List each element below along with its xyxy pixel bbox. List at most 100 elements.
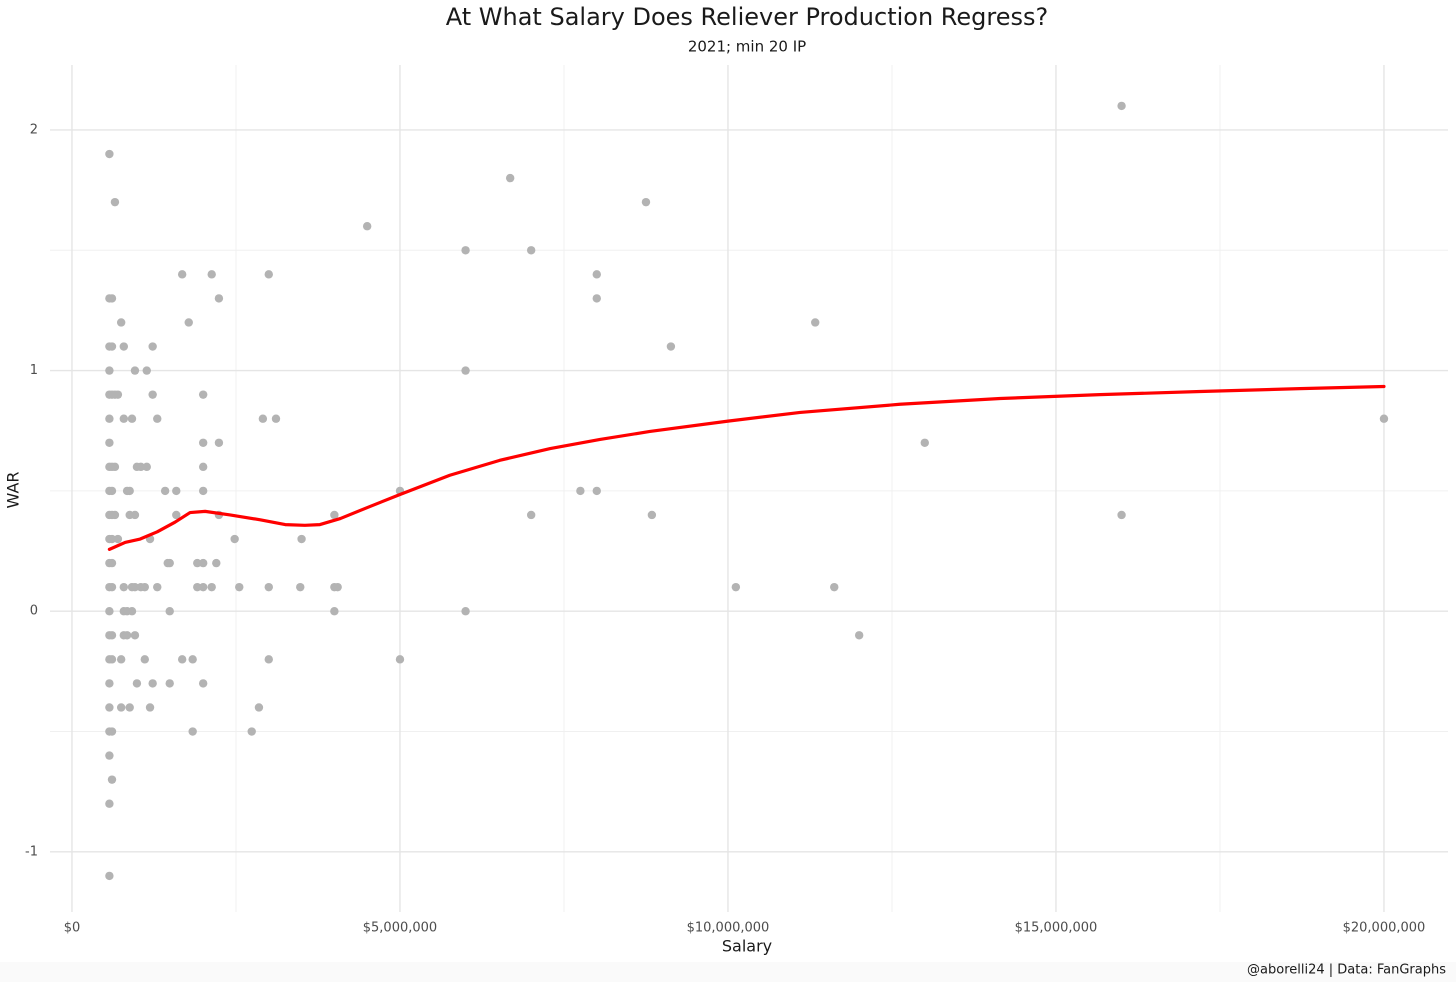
point bbox=[264, 270, 273, 279]
point bbox=[1117, 510, 1126, 520]
point bbox=[177, 655, 187, 664]
point bbox=[177, 270, 187, 279]
y-tick-label: -1 bbox=[25, 844, 38, 859]
point bbox=[592, 294, 601, 303]
point bbox=[461, 607, 470, 616]
point bbox=[107, 342, 117, 351]
point bbox=[193, 582, 202, 592]
point bbox=[198, 390, 208, 399]
point bbox=[136, 462, 146, 472]
footer-band bbox=[0, 962, 1456, 982]
point bbox=[110, 510, 120, 520]
y-tick-label: 0 bbox=[30, 604, 38, 619]
x-tick-label: $5,000,000 bbox=[363, 921, 437, 936]
point bbox=[264, 582, 273, 592]
point bbox=[198, 679, 208, 688]
point bbox=[198, 582, 208, 592]
x-axis-title: Salary bbox=[722, 937, 772, 956]
point bbox=[130, 631, 140, 640]
x-tick-label: $10,000,000 bbox=[687, 921, 770, 936]
point bbox=[107, 486, 117, 496]
point bbox=[105, 871, 114, 881]
point bbox=[172, 486, 181, 496]
point bbox=[271, 414, 281, 423]
point bbox=[214, 294, 224, 303]
point bbox=[107, 727, 117, 736]
point bbox=[107, 534, 117, 544]
point bbox=[576, 486, 585, 496]
point bbox=[254, 703, 264, 712]
point bbox=[193, 558, 202, 568]
point bbox=[264, 655, 273, 664]
point bbox=[105, 607, 114, 616]
caption: @aborelli24 | Data: FanGraphs bbox=[1247, 963, 1446, 978]
point bbox=[105, 679, 114, 688]
point bbox=[107, 558, 117, 568]
point bbox=[198, 438, 208, 447]
point bbox=[105, 703, 114, 712]
point bbox=[127, 607, 137, 616]
point bbox=[830, 582, 839, 592]
point bbox=[395, 655, 405, 664]
point bbox=[1117, 101, 1126, 111]
point bbox=[107, 294, 117, 303]
point bbox=[119, 342, 128, 351]
point bbox=[122, 631, 132, 640]
point bbox=[212, 558, 221, 568]
chart-subtitle: 2021; min 20 IP bbox=[688, 38, 806, 56]
point bbox=[140, 655, 149, 664]
y-tick-label: 2 bbox=[30, 122, 38, 137]
point bbox=[230, 534, 239, 544]
point bbox=[105, 438, 114, 447]
grid bbox=[50, 65, 1448, 912]
point bbox=[1379, 414, 1389, 423]
point bbox=[184, 318, 193, 327]
chart-title: At What Salary Does Reliever Production … bbox=[446, 3, 1049, 31]
point bbox=[165, 558, 174, 568]
point bbox=[113, 534, 123, 544]
y-axis-title: WAR bbox=[4, 471, 23, 508]
point bbox=[198, 558, 208, 568]
point bbox=[666, 342, 676, 351]
point bbox=[188, 655, 197, 664]
point bbox=[130, 582, 140, 592]
point bbox=[198, 486, 208, 496]
point bbox=[105, 149, 114, 159]
x-tick-label: $15,000,000 bbox=[1015, 921, 1098, 936]
x-tick-label: $0 bbox=[64, 921, 81, 936]
point bbox=[125, 486, 134, 496]
point bbox=[148, 342, 157, 351]
point bbox=[214, 438, 224, 447]
point bbox=[110, 462, 120, 472]
point bbox=[110, 197, 120, 207]
point bbox=[140, 582, 149, 592]
point bbox=[119, 414, 128, 423]
point bbox=[153, 582, 162, 592]
marks bbox=[105, 101, 1389, 881]
point bbox=[165, 679, 174, 688]
point bbox=[207, 270, 216, 279]
point bbox=[113, 390, 123, 399]
point bbox=[105, 751, 114, 760]
point bbox=[130, 366, 140, 375]
point bbox=[107, 655, 117, 664]
point bbox=[235, 582, 244, 592]
point bbox=[145, 703, 155, 712]
point bbox=[647, 510, 657, 520]
point bbox=[107, 582, 117, 592]
point bbox=[592, 486, 601, 496]
point bbox=[148, 390, 157, 399]
point bbox=[592, 270, 601, 279]
smooth-line bbox=[107, 384, 1386, 551]
point bbox=[461, 246, 470, 255]
point bbox=[148, 679, 157, 688]
point bbox=[207, 582, 216, 592]
point bbox=[132, 679, 142, 688]
point bbox=[188, 727, 197, 736]
point bbox=[105, 366, 114, 375]
point bbox=[107, 775, 117, 784]
point bbox=[116, 655, 126, 664]
point bbox=[125, 703, 134, 712]
point bbox=[116, 318, 126, 327]
